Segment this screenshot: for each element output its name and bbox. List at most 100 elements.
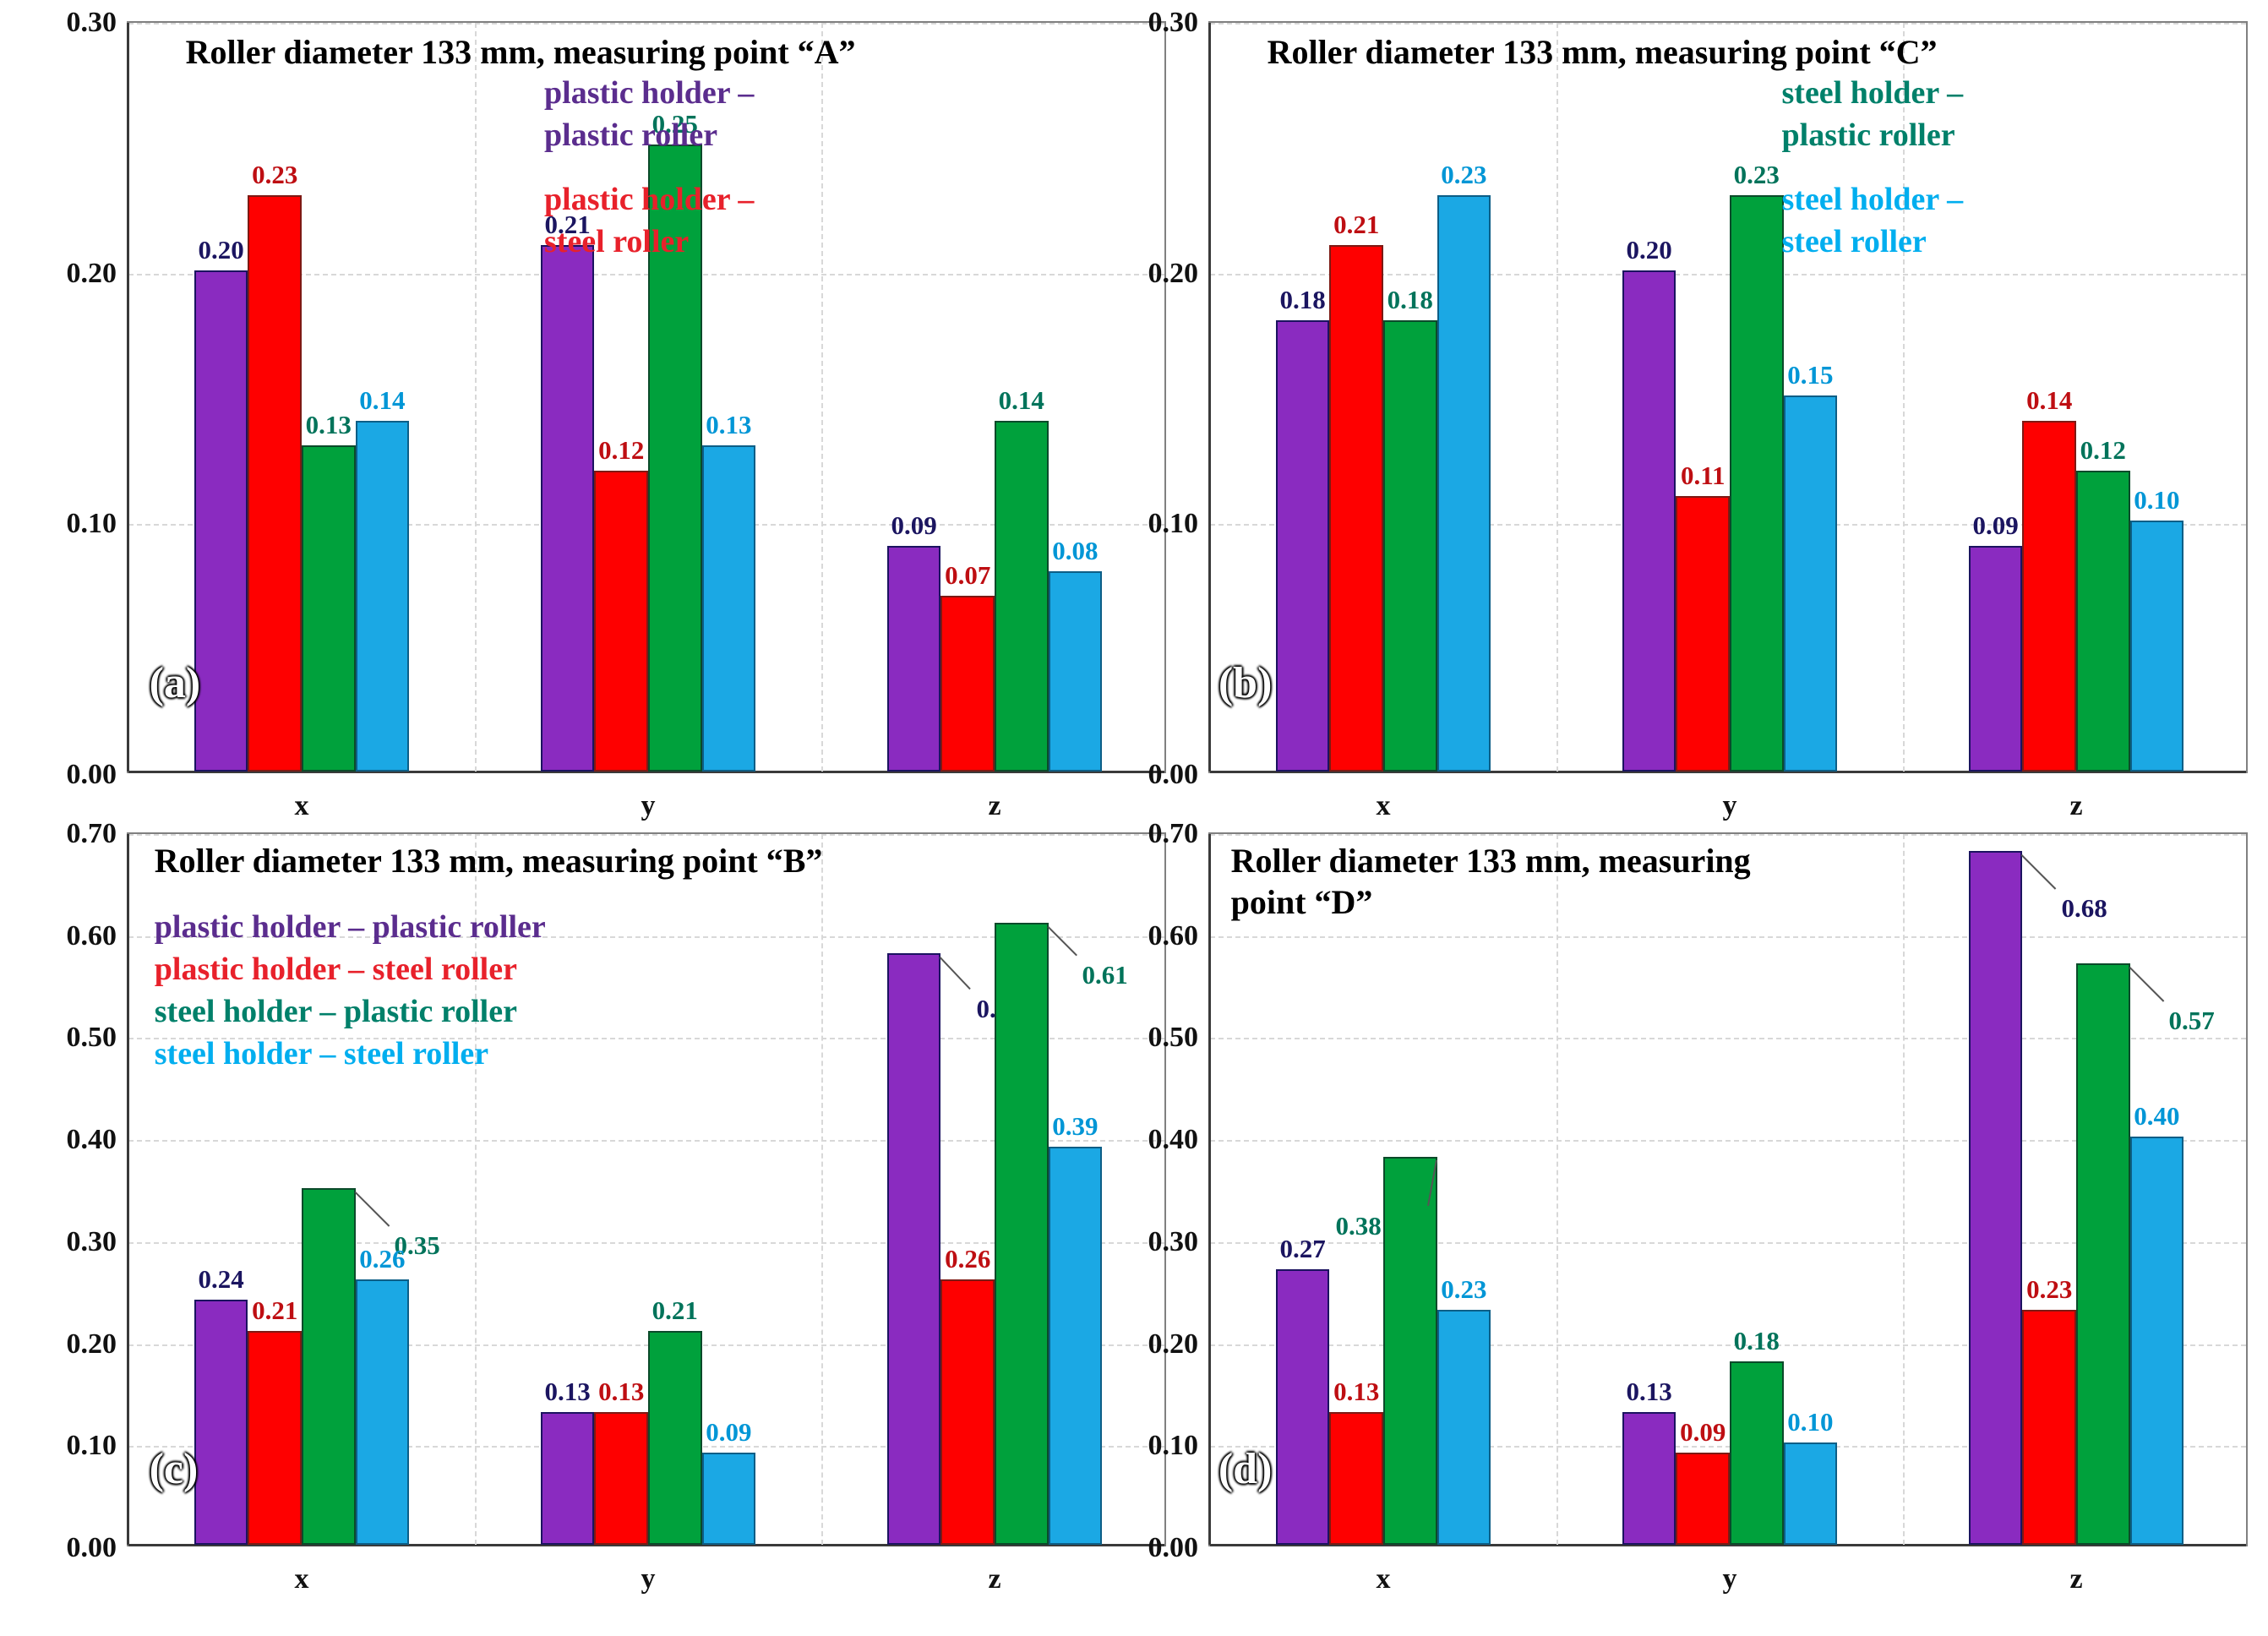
gridline-y	[128, 834, 1164, 836]
bar-a-y-s2	[648, 145, 702, 772]
bar-value-label: 0.09	[891, 510, 937, 540]
gridline-x	[475, 834, 477, 1545]
plot-area-a: 0.00 0.10 0.20 0.30 x y z 0.20 0.21 0.09 0.23 0.12 0…	[67, 7, 1166, 821]
bar-value-label: 0.21	[544, 210, 591, 239]
bar-c-x-s0	[194, 1300, 248, 1545]
y-axis-tick-label: 0.40	[66, 1124, 117, 1156]
y-axis-tick-label: 0.70	[1148, 818, 1199, 849]
panel-tag-a: (a)	[149, 659, 201, 708]
bar-a-y-s0	[540, 245, 595, 772]
x-axis-tick-label: y	[1722, 1563, 1737, 1595]
x-axis-tick-label: z	[988, 790, 1001, 821]
bar-value-label: 0.14	[998, 384, 1044, 415]
bar-value-label: 0.14	[359, 384, 406, 415]
panel-title-line: Roller diameter 133 mm, measuring point …	[1267, 32, 1938, 71]
bar-b-x-s1	[1329, 245, 1383, 772]
panel-title-c: Roller diameter 133 mm, measuring point …	[155, 841, 823, 882]
label-leader-line	[939, 956, 972, 990]
y-axis-tick-label: 0.30	[1148, 7, 1199, 38]
legend-spacer	[544, 156, 754, 178]
bar-value-label: 0.68	[2061, 893, 2107, 924]
gridline-x	[1557, 23, 1558, 772]
bar-value-label: 0.23	[1441, 159, 1487, 189]
bar-value-label: 0.40	[2134, 1101, 2180, 1132]
panel-tag-d: (d)	[1218, 1445, 1273, 1494]
y-axis-tick-label: 0.30	[1148, 1225, 1199, 1257]
bar-d-x-s3	[1437, 1310, 1491, 1545]
panel-title-line: point “D”	[1230, 883, 1373, 922]
bar-c-z-s0	[886, 952, 941, 1545]
x-axis-tick-label: x	[1376, 1563, 1391, 1595]
x-axis-line	[1210, 1544, 2246, 1546]
bar-value-label: 0.26	[359, 1244, 406, 1274]
gridline-y	[128, 273, 1164, 275]
bar-value-label: 0.13	[1626, 1377, 1672, 1407]
y-axis-tick-label: 0.30	[66, 7, 117, 38]
bar-value-label: 0.18	[1387, 285, 1433, 314]
bar-b-x-s2	[1383, 320, 1437, 772]
y-axis-tick-label: 0.10	[1148, 1430, 1199, 1462]
y-axis-line	[1208, 834, 1211, 1545]
legend-spacer	[1782, 156, 1964, 178]
bar-b-z-s3	[2129, 521, 2184, 772]
x-axis-tick-label: z	[988, 1563, 1001, 1595]
bar-value-label: 0.23	[2026, 1274, 2073, 1305]
bar-value-label: 0.09	[1680, 1417, 1726, 1448]
bar-value-label: 0.21	[252, 1295, 298, 1325]
bar-d-z-s3	[2129, 1137, 2184, 1545]
bar-value-label: 0.13	[305, 410, 352, 440]
bar-a-y-s1	[594, 471, 648, 772]
bar-c-x-s2	[302, 1187, 356, 1545]
bar-a-x-s0	[194, 270, 248, 772]
bar-a-z-s0	[886, 546, 941, 772]
bar-d-z-s0	[1968, 851, 2023, 1545]
legend-a: plastic holder – plastic roller plastic ho…	[544, 72, 754, 264]
bar-value-label: 0.12	[598, 435, 645, 465]
legend-entry-label: steel holder –	[1781, 74, 1964, 111]
panel-d: 0.00 0.10 0.20 0.30 0.40 0.50 0.60 0.70 x y z 0.27 0…	[1148, 818, 2248, 1595]
legend-entry-label: plastic holder – plastic roller	[154, 908, 546, 945]
bar-value-label: 0.20	[198, 234, 244, 264]
y-axis-tick-label: 0.10	[66, 1430, 117, 1462]
bar-value-label: 0.39	[1052, 1111, 1099, 1142]
bar-b-z-s0	[1968, 546, 2023, 772]
y-axis-line	[127, 834, 129, 1545]
legend-c: plastic holder – plastic roller plastic h…	[155, 906, 546, 1076]
gridline-x	[1903, 23, 1905, 772]
bar-value-label: 0.20	[1626, 234, 1672, 264]
bar-a-z-s3	[1048, 570, 1103, 772]
bar-value-label: 0.08	[1052, 535, 1099, 565]
label-leader-line	[1047, 925, 1077, 957]
gridline-y	[1210, 1140, 2246, 1142]
legend-b: steel holder – plastic roller steel holder…	[1782, 72, 1964, 264]
bar-c-z-s3	[1048, 1147, 1103, 1545]
gridline-y	[1210, 1038, 2246, 1040]
bar-value-label: 0.23	[1441, 1274, 1487, 1305]
bar-c-z-s1	[940, 1279, 995, 1545]
bar-value-label: 0.25	[652, 109, 698, 139]
bar-value-label: 0.14	[2026, 384, 2073, 415]
y-axis-line	[1208, 23, 1211, 772]
gridline-y	[128, 935, 1164, 938]
bar-value-label: 0.57	[2168, 1005, 2215, 1035]
gridline-y	[1210, 935, 2246, 938]
bar-value-label: 0.18	[1279, 285, 1326, 314]
bar-value-label: 0.26	[945, 1244, 991, 1274]
y-axis-tick-label: 0.30	[66, 1225, 117, 1257]
x-axis-tick-label: z	[2069, 1563, 2083, 1595]
bar-b-z-s1	[2022, 420, 2076, 772]
bar-a-x-s3	[355, 420, 410, 772]
legend-entry-label: plastic holder –	[544, 182, 755, 218]
panel-a: 0.00 0.10 0.20 0.30 x y z 0.20 0.21 0.09 0.23 0.12 0…	[67, 7, 1166, 821]
panel-c: 0.00 0.10 0.20 0.30 0.40 0.50 0.60 0.70 x y z 0.24 0…	[67, 818, 1166, 1595]
bar-value-label: 0.13	[598, 1377, 645, 1407]
y-axis-line	[127, 23, 129, 772]
bar-d-y-s1	[1676, 1453, 1730, 1545]
bar-d-y-s0	[1622, 1412, 1676, 1545]
legend-entry-label: plastic holder –	[544, 74, 755, 111]
bar-c-x-s1	[248, 1330, 302, 1545]
legend-entry-label: plastic roller	[1781, 117, 1955, 153]
panel-tag-c: (c)	[149, 1445, 199, 1494]
bar-value-label: 0.07	[945, 560, 991, 591]
gridline-x	[1903, 834, 1905, 1545]
